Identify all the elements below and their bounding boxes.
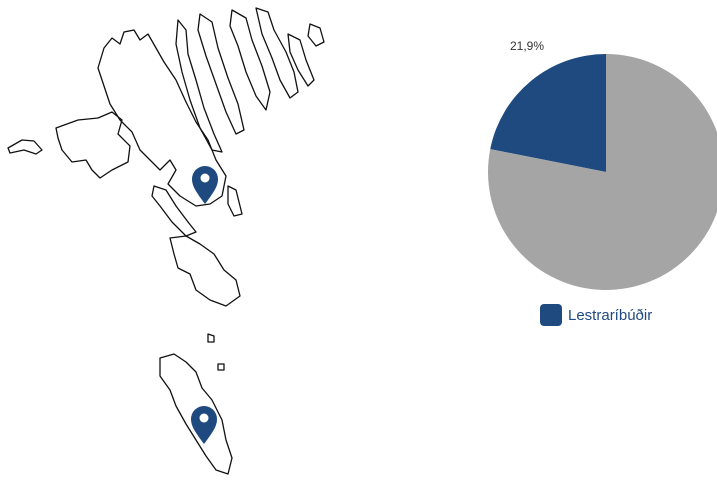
island [217, 363, 225, 371]
location-pin[interactable] [191, 406, 217, 444]
island [97, 29, 227, 207]
data-label: 21,9% [510, 39, 544, 53]
pie-chart: 21,9% Lestraríbúðir [488, 39, 717, 326]
pie-slice [490, 54, 606, 172]
island [55, 111, 131, 179]
legend-label: Lestraríbúðir [568, 307, 652, 324]
island [159, 353, 233, 475]
map [7, 7, 325, 475]
island [307, 23, 325, 47]
island [229, 9, 271, 111]
location-pin[interactable] [192, 166, 218, 204]
island [207, 333, 215, 343]
island [7, 139, 43, 155]
island [197, 13, 245, 135]
island [255, 7, 299, 99]
island [227, 185, 243, 217]
island [169, 235, 241, 307]
legend-swatch [540, 304, 562, 326]
island [287, 33, 315, 87]
pie-slice [488, 54, 717, 290]
island [175, 19, 223, 153]
island [151, 185, 197, 237]
